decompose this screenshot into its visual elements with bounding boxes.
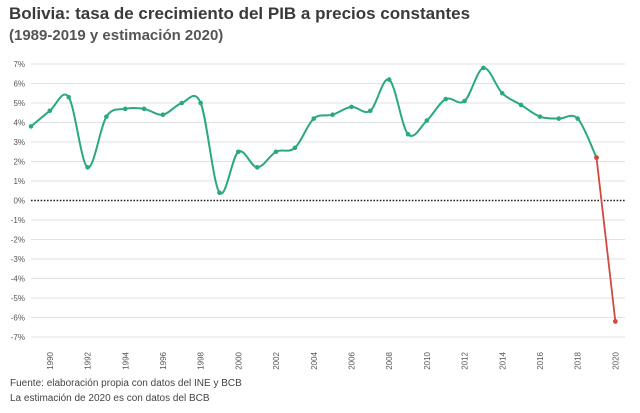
y-tick-label: -4% [11,275,25,284]
data-point [424,118,430,123]
y-tick-label: -5% [11,294,25,303]
x-tick-label: 2002 [272,351,281,369]
y-tick-label: -2% [11,236,25,245]
y-tick-label: -7% [11,333,25,342]
chart-title: Bolivia: tasa de crecimiento del PIB a p… [9,4,471,23]
x-tick-label: 2008 [385,351,394,369]
data-point [236,149,241,155]
y-tick-label: -3% [11,255,25,264]
data-point [141,106,147,112]
data-point [198,100,203,106]
grid [31,63,625,338]
y-tick-label: 1% [13,177,25,186]
x-tick-label: 2006 [347,351,356,369]
x-tick-label: 2010 [423,351,432,369]
x-tick-label: 1998 [197,351,206,369]
y-tick-label: 7% [13,60,25,69]
data-point-2019 [594,155,599,161]
data-point [85,165,90,170]
x-tick-label: 2020 [611,351,620,369]
data-point [330,112,335,117]
estimate-note: La estimación de 2020 es con datos del B… [10,393,210,404]
data-point-2020-estimate [612,319,618,324]
y-tick-label: -1% [11,216,25,225]
estimate-line [595,157,617,322]
data-point [443,96,449,102]
y-tick-label: 5% [13,99,25,108]
data-point [292,145,298,151]
data-point [47,108,53,114]
data-point [311,116,317,121]
chart-subtitle: (1989-2019 y estimación 2020) [9,27,224,44]
data-point [66,94,71,100]
y-tick-label: -6% [11,314,25,323]
x-tick-label: 1992 [84,351,93,369]
data-point [499,90,505,96]
x-tick-label: 1990 [46,351,55,369]
x-tick-label: 1996 [159,351,168,369]
data-point [28,124,34,129]
x-tick-label: 1994 [121,351,130,369]
data-point [273,149,279,155]
series [28,65,618,324]
x-tick-label: 2004 [310,351,319,369]
x-tick-label: 2012 [461,351,470,369]
data-point [217,190,222,195]
data-point [122,106,128,112]
data-point [104,114,109,119]
data-point [349,104,354,110]
data-point [160,112,166,117]
y-axis: 7% 6% 5% 4% 3% 2% 1% 0% -1% -2% -3% -4% -5% -6% -7% [11,60,25,342]
data-point [179,100,185,106]
data-point [518,102,524,108]
y-tick-label: 2% [13,158,25,167]
x-tick-label: 2014 [498,351,507,369]
data-point [556,116,562,121]
footer: Fuente: elaboración propia con datos del… [10,376,242,406]
data-point [575,116,580,121]
data-point [537,114,543,119]
data-point [368,108,373,114]
data-point [481,65,486,71]
x-axis: 1990 1992 1994 1996 1998 2000 2002 2004 2006 2008… [46,351,620,369]
x-tick-label: 2016 [536,351,545,369]
x-tick-label: 2000 [234,351,243,369]
data-point [386,77,392,82]
y-tick-label: 6% [13,80,25,89]
data-point [254,165,260,170]
data-point [462,98,467,104]
y-tick-label: 0% [13,197,25,206]
x-tick-label: 2018 [574,351,583,369]
y-tick-label: 4% [13,119,25,128]
data-point [405,131,411,137]
gdp-growth-line [30,66,598,195]
source-note: Fuente: elaboración propia con datos del… [10,378,242,389]
y-tick-label: 3% [13,138,25,147]
